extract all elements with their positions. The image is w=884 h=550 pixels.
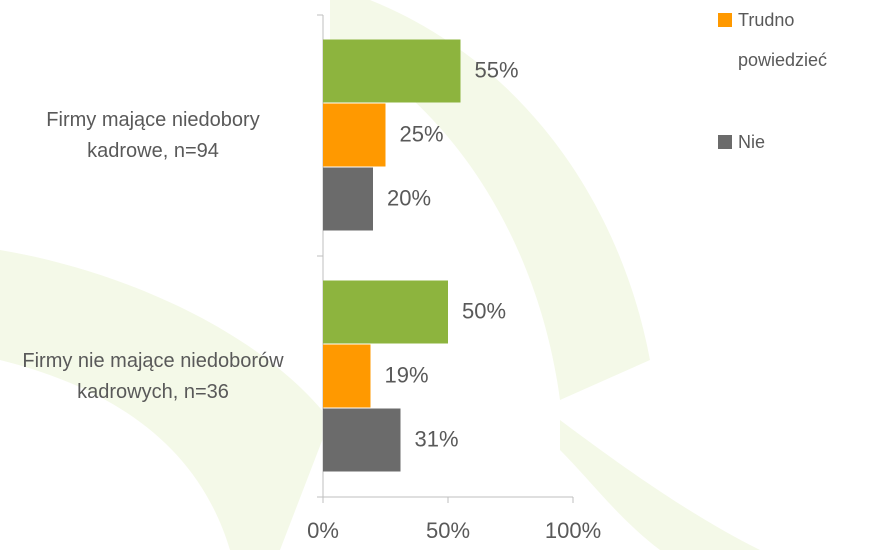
legend-label: Trudno powiedzieć bbox=[738, 10, 828, 70]
bar bbox=[323, 280, 448, 344]
data-label: 25% bbox=[400, 121, 444, 146]
data-label: 20% bbox=[387, 185, 431, 210]
category-label: Firmy nie mające niedoborów kadrowych, n… bbox=[22, 349, 284, 403]
x-tick-label: 0% bbox=[307, 518, 339, 543]
bar bbox=[323, 344, 371, 408]
data-label: 55% bbox=[475, 57, 519, 82]
data-label: 50% bbox=[462, 298, 506, 323]
x-tick-label: 50% bbox=[426, 518, 470, 543]
bar bbox=[323, 39, 461, 103]
category-label: Firmy mające niedobory kadrowe, n=94 bbox=[46, 108, 260, 162]
bar bbox=[323, 103, 386, 167]
legend-swatch bbox=[718, 135, 732, 149]
x-tick-label: 100% bbox=[545, 518, 601, 543]
legend-swatch bbox=[718, 13, 732, 27]
data-label: 31% bbox=[415, 426, 459, 451]
data-label: 19% bbox=[385, 362, 429, 387]
legend-label: Nie bbox=[738, 132, 766, 152]
bar bbox=[323, 408, 401, 472]
background-decoration bbox=[0, 0, 760, 550]
bar bbox=[323, 167, 373, 231]
